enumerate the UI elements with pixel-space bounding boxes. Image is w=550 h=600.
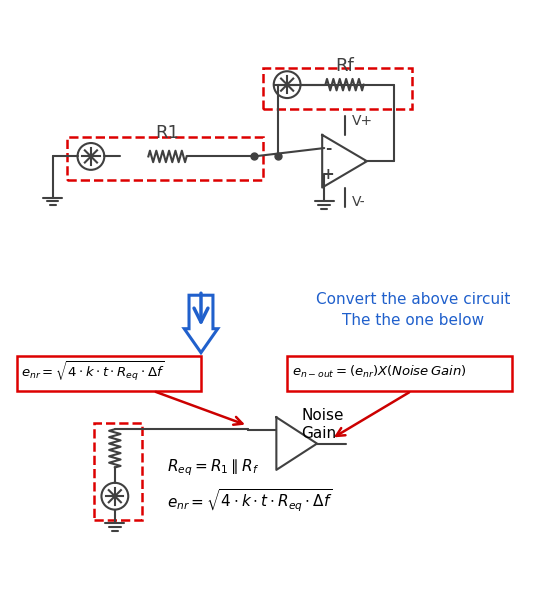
Text: $e_{nr} = \sqrt{4 \cdot k \cdot t \cdot R_{eq} \cdot \Delta f}$: $e_{nr} = \sqrt{4 \cdot k \cdot t \cdot … — [168, 488, 333, 514]
Text: V-: V- — [352, 195, 366, 209]
Text: R1: R1 — [156, 124, 179, 142]
Text: Noise
Gain: Noise Gain — [301, 407, 344, 441]
Text: $R_{eq} = R_1 \parallel R_f$: $R_{eq} = R_1 \parallel R_f$ — [168, 457, 260, 478]
Text: $e_{nr} = \sqrt{4 \cdot k \cdot t \cdot R_{eq} \cdot \Delta f}$: $e_{nr} = \sqrt{4 \cdot k \cdot t \cdot … — [21, 360, 164, 384]
Polygon shape — [184, 295, 218, 353]
Text: Rf: Rf — [335, 56, 354, 74]
Text: -: - — [324, 140, 331, 155]
Text: $e_{n-out} = (e_{nr})X(Noise\,Gain)$: $e_{n-out} = (e_{nr})X(Noise\,Gain)$ — [292, 364, 466, 380]
Text: Convert the above circuit
The the one below: Convert the above circuit The the one be… — [316, 292, 510, 328]
Text: V+: V+ — [352, 113, 373, 128]
Text: +: + — [322, 167, 334, 182]
